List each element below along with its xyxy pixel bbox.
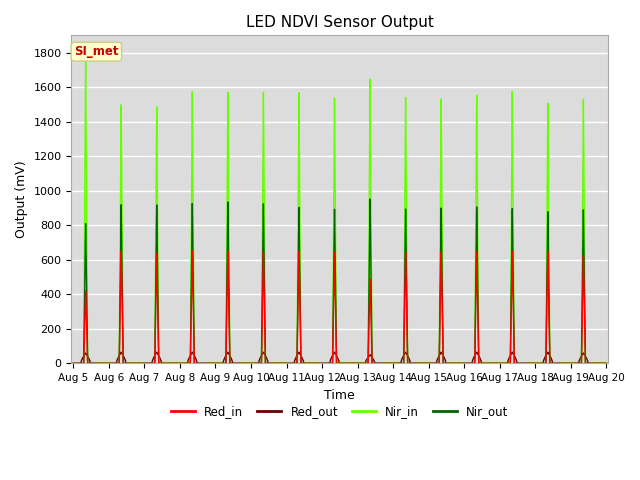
Text: SI_met: SI_met — [74, 45, 118, 58]
Legend: Red_in, Red_out, Nir_in, Nir_out: Red_in, Red_out, Nir_in, Nir_out — [166, 401, 513, 423]
Y-axis label: Output (mV): Output (mV) — [15, 160, 28, 238]
X-axis label: Time: Time — [324, 389, 355, 402]
Title: LED NDVI Sensor Output: LED NDVI Sensor Output — [246, 15, 434, 30]
